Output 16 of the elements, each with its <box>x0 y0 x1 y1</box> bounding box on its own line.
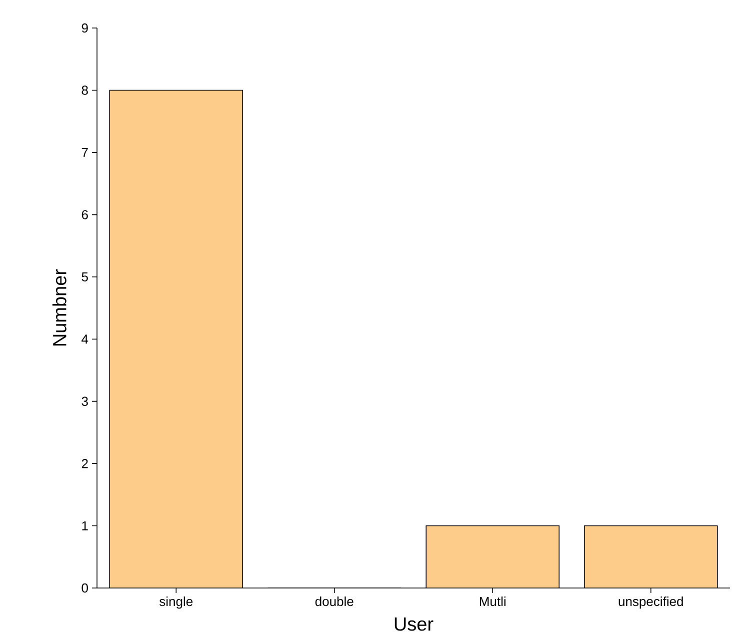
y-tick-label: 5 <box>82 272 88 282</box>
y-tick-label: 8 <box>82 86 88 95</box>
y-tick-label: 6 <box>82 210 88 220</box>
y-tick-label: 7 <box>82 148 88 157</box>
x-axis-title: User <box>394 618 434 631</box>
y-axis-title: Numbner <box>52 269 66 346</box>
y-tick-label: 9 <box>82 23 88 33</box>
x-tick-label: Mutli <box>480 596 506 606</box>
x-tick-label: double <box>315 596 354 606</box>
x-tick-label: single <box>160 596 193 609</box>
y-tick-label: 4 <box>82 334 88 344</box>
x-tick-label: unspecified <box>618 596 683 609</box>
y-tick-label: 1 <box>82 521 88 530</box>
y-tick-label: 2 <box>82 459 88 468</box>
y-tick-label: 0 <box>82 583 88 593</box>
y-tick-label: 3 <box>82 396 88 406</box>
